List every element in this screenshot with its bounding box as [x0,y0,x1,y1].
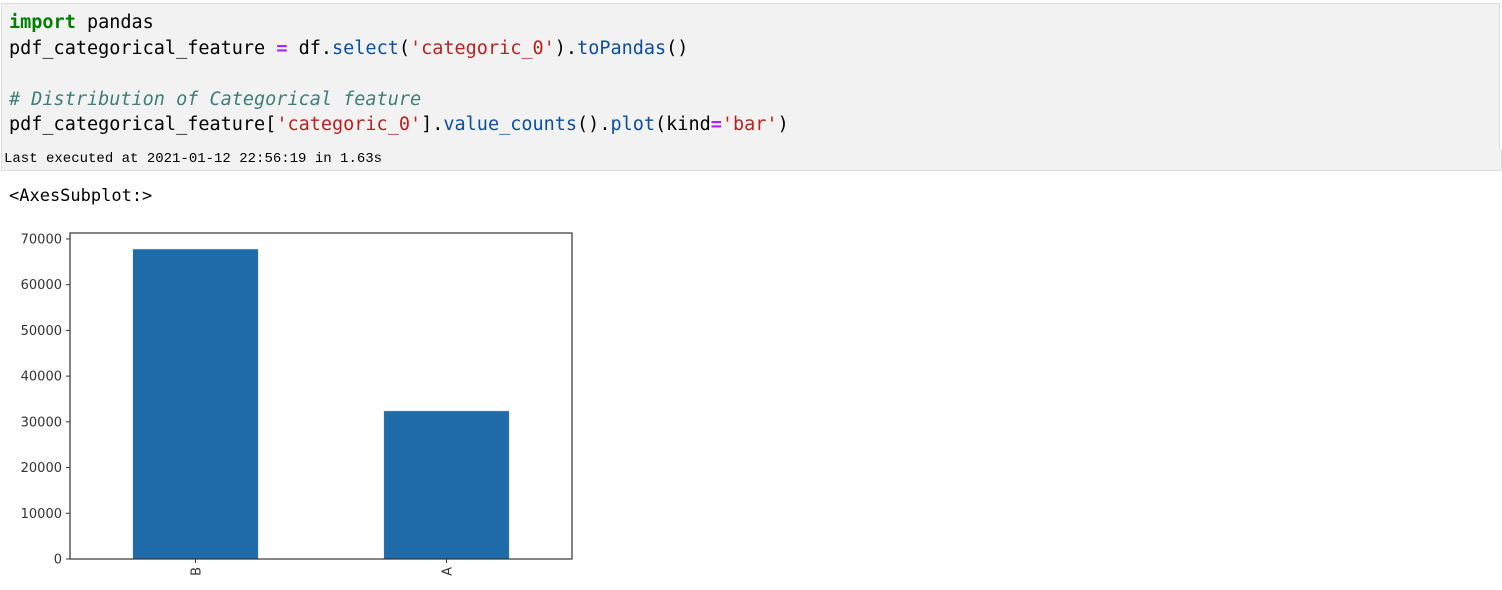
code-token: (kind [655,114,711,136]
axes-frame [69,232,573,560]
code-cell[interactable]: import pandas pdf_categorical_feature = d… [1,3,1502,171]
y-tick-label: 0 [54,553,62,568]
code-text[interactable]: import pandas pdf_categorical_feature = d… [9,10,789,138]
bar-B [132,248,259,560]
code-token: 'categoric_0' [276,114,422,136]
code-token: import [9,12,76,33]
y-tick-label: 20000 [21,461,62,476]
code-editor[interactable]: import pandas pdf_categorical_feature = d… [1,3,1500,150]
code-token: pdf_categorical_feature[ [9,114,277,136]
code-token: ) [777,114,789,136]
code-line: pdf_categorical_feature['categoric_0'].v… [9,112,789,138]
code-line: pdf_categorical_feature = df.select('cat… [9,36,789,62]
code-token: (). [577,114,611,136]
code-token: toPandas [577,37,667,59]
code-token: ]. [421,114,444,136]
y-tick-label: 50000 [21,324,62,339]
output-text: <AxesSubplot:> [9,186,153,206]
code-token: # Distribution of Categorical feature [9,88,422,110]
code-token: 'categoric_0' [409,37,555,59]
code-token: 'bar' [721,114,778,136]
code-token: = [276,37,288,59]
x-tick-label: B [190,567,205,576]
y-tick-label: 30000 [21,415,62,430]
x-tick-label: A [441,567,456,576]
code-line: import pandas [9,10,789,36]
code-token: ( [398,37,410,59]
code-token: pandas [75,12,154,33]
code-token: pdf_categorical_feature [9,37,277,59]
y-tick-label: 60000 [21,278,62,293]
y-tick-label: 40000 [21,370,62,385]
y-tick-label: 10000 [21,507,62,522]
code-token: ). [554,37,578,59]
code-token: () [666,37,689,59]
y-tick-label: 70000 [21,232,62,247]
bar-A [383,410,510,560]
code-line: # Distribution of Categorical feature [9,87,789,113]
execution-info: Last executed at 2021-01-12 22:56:19 in … [1,149,1502,171]
code-token: = [710,114,722,136]
code-token: select [332,37,399,59]
code-token: df. [287,37,333,59]
code-token: value_counts [443,114,578,136]
code-token: plot [610,114,656,136]
